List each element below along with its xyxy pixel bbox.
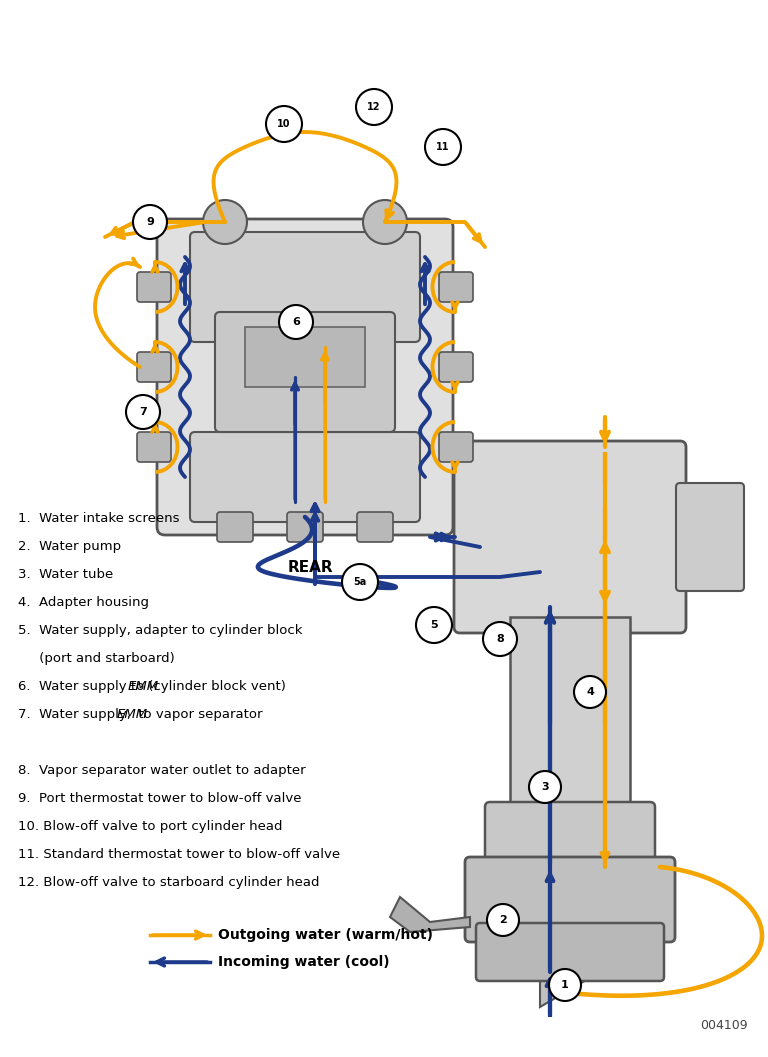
Text: 8: 8 <box>496 634 504 644</box>
Text: 2: 2 <box>499 915 507 925</box>
Circle shape <box>529 771 561 803</box>
Text: Incoming water (cool): Incoming water (cool) <box>218 956 389 969</box>
FancyBboxPatch shape <box>439 272 473 302</box>
Text: 6: 6 <box>292 317 300 327</box>
Text: (port and starboard): (port and starboard) <box>18 652 175 665</box>
FancyBboxPatch shape <box>357 512 393 542</box>
Text: 9: 9 <box>146 217 154 227</box>
Circle shape <box>356 89 392 125</box>
Circle shape <box>363 200 407 244</box>
Text: 11: 11 <box>436 142 450 152</box>
Text: 4.  Adapter housing: 4. Adapter housing <box>18 596 149 609</box>
Text: 5.  Water supply, adapter to cylinder block: 5. Water supply, adapter to cylinder blo… <box>18 624 303 637</box>
FancyBboxPatch shape <box>510 617 630 817</box>
FancyBboxPatch shape <box>439 432 473 462</box>
FancyBboxPatch shape <box>190 432 420 522</box>
FancyBboxPatch shape <box>137 352 171 382</box>
FancyBboxPatch shape <box>190 231 420 342</box>
Text: 4: 4 <box>586 687 594 697</box>
Circle shape <box>549 969 581 1001</box>
Text: 1: 1 <box>561 980 569 990</box>
Text: 5a: 5a <box>353 577 366 587</box>
Text: 7: 7 <box>139 407 147 418</box>
Text: 004109: 004109 <box>700 1019 748 1032</box>
Text: 10. Blow-off valve to port cylinder head: 10. Blow-off valve to port cylinder head <box>18 820 283 833</box>
Text: 1.  Water intake screens: 1. Water intake screens <box>18 512 180 525</box>
Text: (cylinder block vent): (cylinder block vent) <box>144 680 286 693</box>
Polygon shape <box>390 897 470 932</box>
Text: 10: 10 <box>277 119 291 129</box>
Text: 5: 5 <box>430 620 438 630</box>
Circle shape <box>203 200 247 244</box>
Text: 12: 12 <box>367 101 381 112</box>
FancyBboxPatch shape <box>465 857 675 942</box>
Text: EMM: EMM <box>117 708 148 721</box>
Text: 12. Blow-off valve to starboard cylinder head: 12. Blow-off valve to starboard cylinder… <box>18 876 319 889</box>
Circle shape <box>574 676 606 708</box>
FancyBboxPatch shape <box>454 441 686 633</box>
FancyBboxPatch shape <box>287 512 323 542</box>
Text: 11. Standard thermostat tower to blow-off valve: 11. Standard thermostat tower to blow-of… <box>18 848 340 861</box>
Text: 9.  Port thermostat tower to blow-off valve: 9. Port thermostat tower to blow-off val… <box>18 792 302 805</box>
FancyBboxPatch shape <box>157 219 453 535</box>
Text: Outgoing water (warm/hot): Outgoing water (warm/hot) <box>218 928 433 942</box>
FancyBboxPatch shape <box>217 512 253 542</box>
Circle shape <box>425 129 461 165</box>
Circle shape <box>126 395 160 429</box>
Polygon shape <box>540 937 660 1007</box>
Text: 7.  Water supply,: 7. Water supply, <box>18 708 135 721</box>
FancyBboxPatch shape <box>137 272 171 302</box>
Circle shape <box>342 564 378 600</box>
Circle shape <box>487 904 519 937</box>
Circle shape <box>279 305 313 339</box>
Circle shape <box>133 205 167 239</box>
FancyBboxPatch shape <box>215 312 395 432</box>
Text: REAR: REAR <box>287 559 333 575</box>
Circle shape <box>483 622 517 656</box>
Text: 3.  Water tube: 3. Water tube <box>18 568 113 581</box>
Text: 2.  Water pump: 2. Water pump <box>18 540 121 553</box>
FancyBboxPatch shape <box>676 483 744 591</box>
Text: 6.  Water supply to: 6. Water supply to <box>18 680 148 693</box>
FancyBboxPatch shape <box>476 923 664 981</box>
Circle shape <box>416 607 452 643</box>
Text: EMM: EMM <box>128 680 159 693</box>
FancyBboxPatch shape <box>137 432 171 462</box>
FancyBboxPatch shape <box>245 327 365 387</box>
FancyBboxPatch shape <box>439 352 473 382</box>
Circle shape <box>266 106 302 142</box>
Text: to vapor separator: to vapor separator <box>134 708 262 721</box>
FancyBboxPatch shape <box>485 802 655 877</box>
Text: 8.  Vapor separator water outlet to adapter: 8. Vapor separator water outlet to adapt… <box>18 764 306 777</box>
Text: 3: 3 <box>541 782 549 792</box>
